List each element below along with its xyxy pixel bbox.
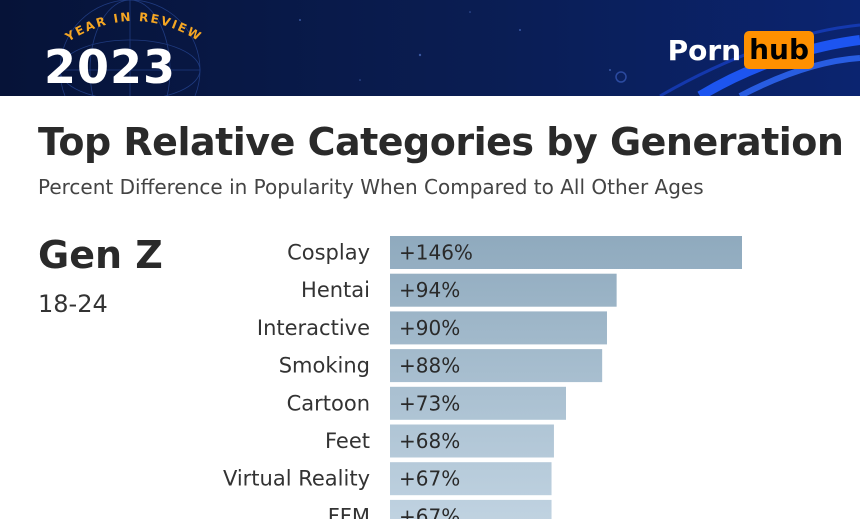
logo-text-right: hub — [744, 31, 814, 69]
category-label: Virtual Reality — [223, 467, 370, 491]
year-heading: 2023 — [44, 40, 177, 94]
value-label: +88% — [399, 354, 460, 378]
bar-cosplay — [390, 236, 742, 269]
bar-feet — [390, 424, 554, 458]
logo-text-left: Porn — [667, 33, 742, 67]
generation-age-range: 18-24 — [38, 290, 108, 318]
value-label: +146% — [399, 241, 473, 265]
site-logo[interactable]: Porn hub — [668, 31, 814, 69]
header-banner: YEAR IN REVIEW 2023 Porn hub — [0, 0, 860, 96]
globe-grid-icon — [59, 0, 201, 96]
generation-name: Gen Z — [38, 233, 163, 277]
value-label: +67% — [399, 504, 460, 519]
stars-graphic — [299, 11, 611, 81]
category-label: Cartoon — [287, 391, 370, 415]
value-label: +94% — [399, 278, 460, 302]
bar-interactive — [390, 311, 607, 345]
year-in-review-kicker: YEAR IN REVIEW — [62, 10, 203, 45]
bar-hentai — [390, 273, 617, 307]
value-label: +68% — [399, 429, 460, 453]
bar-chart: Cosplay +146% Hentai +94% Interactive +90% Smo… — [223, 236, 742, 519]
bar-ffm — [390, 499, 552, 519]
category-label: Interactive — [257, 316, 370, 340]
page-subtitle: Percent Difference in Popularity When Co… — [38, 175, 704, 199]
bar-smoking — [390, 349, 603, 383]
value-label: +90% — [399, 316, 460, 340]
category-label: Feet — [325, 429, 370, 453]
category-label: FFM — [328, 504, 370, 519]
bar-cartoon — [390, 386, 566, 420]
value-label: +73% — [399, 391, 460, 415]
category-label: Hentai — [301, 278, 370, 302]
page-title: Top Relative Categories by Generation — [38, 120, 844, 164]
category-label: Cosplay — [287, 241, 370, 265]
ring-graphic — [615, 71, 627, 83]
category-label: Smoking — [279, 354, 370, 378]
value-label: +67% — [399, 467, 460, 491]
bar-virtual-reality — [390, 462, 552, 496]
